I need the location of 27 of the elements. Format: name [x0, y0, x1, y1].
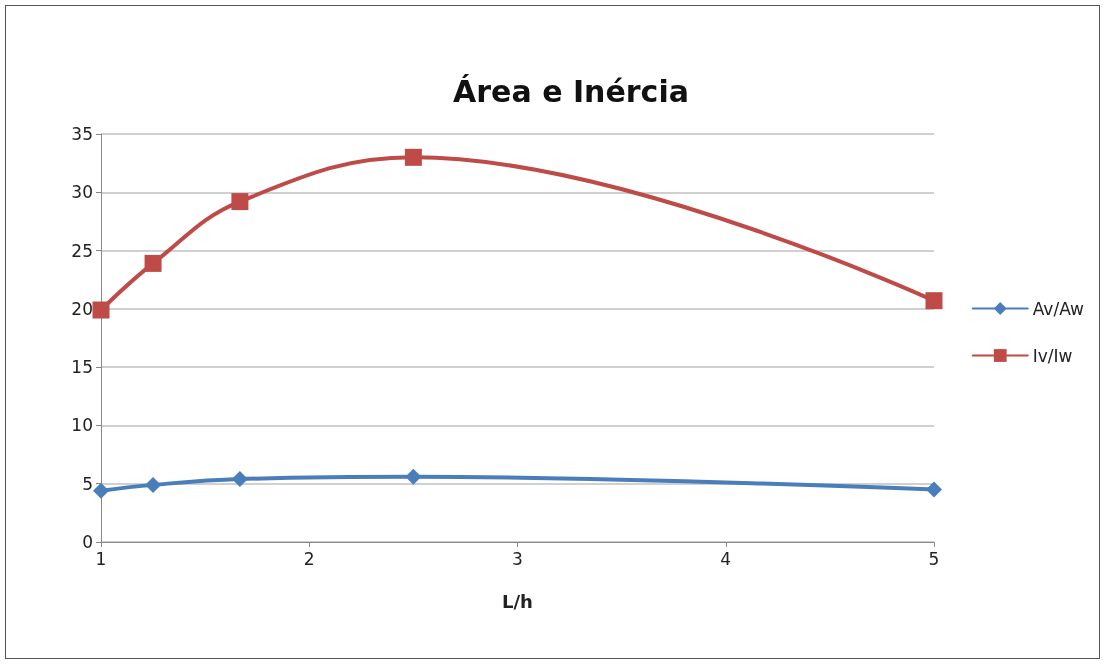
- point: [231, 471, 248, 488]
- point: [405, 468, 422, 485]
- y-tick-label: 5: [82, 473, 93, 494]
- point: [231, 193, 249, 211]
- point: [926, 481, 942, 498]
- x-tick-label: 3: [512, 548, 523, 569]
- x-tick-label: 4: [720, 548, 732, 569]
- x-tick-label: 2: [303, 548, 315, 569]
- point: [92, 301, 110, 319]
- point: [925, 292, 943, 310]
- y-tick-label: 10: [71, 415, 93, 436]
- y-tick-label: 30: [71, 182, 93, 203]
- point: [93, 482, 109, 499]
- y-tick-label: 20: [71, 298, 93, 319]
- y-tick-label: 25: [71, 240, 93, 261]
- x-axis-title: L/h: [502, 590, 533, 612]
- chart-title: Área e Inércia: [453, 73, 689, 109]
- y-tick-label: 0: [82, 532, 93, 552]
- y-tick-label: 15: [71, 357, 93, 378]
- point: [404, 148, 422, 166]
- legend-label: Iv/Iw: [1032, 345, 1073, 366]
- point: [145, 476, 162, 493]
- legend-label: Av/Aw: [1032, 298, 1085, 319]
- point: [144, 254, 162, 272]
- x-tick-label: 1: [95, 548, 107, 569]
- y-tick-label: 35: [71, 124, 93, 144]
- x-tick-label: 5: [928, 548, 940, 569]
